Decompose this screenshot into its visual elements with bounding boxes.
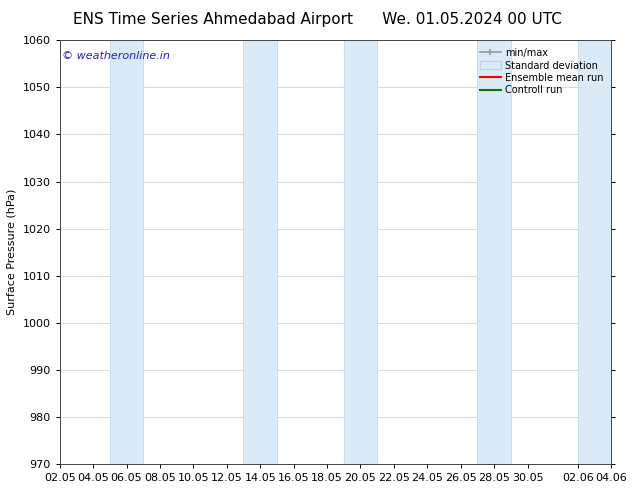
Text: ENS Time Series Ahmedabad Airport      We. 01.05.2024 00 UTC: ENS Time Series Ahmedabad Airport We. 01… <box>72 12 562 27</box>
Bar <box>477 40 511 464</box>
Bar <box>344 40 377 464</box>
Bar <box>243 40 277 464</box>
Bar <box>578 40 611 464</box>
Legend: min/max, Standard deviation, Ensemble mean run, Controll run: min/max, Standard deviation, Ensemble me… <box>477 45 606 98</box>
Y-axis label: Surface Pressure (hPa): Surface Pressure (hPa) <box>7 189 17 316</box>
Text: © weatheronline.in: © weatheronline.in <box>62 51 171 61</box>
Bar <box>110 40 143 464</box>
